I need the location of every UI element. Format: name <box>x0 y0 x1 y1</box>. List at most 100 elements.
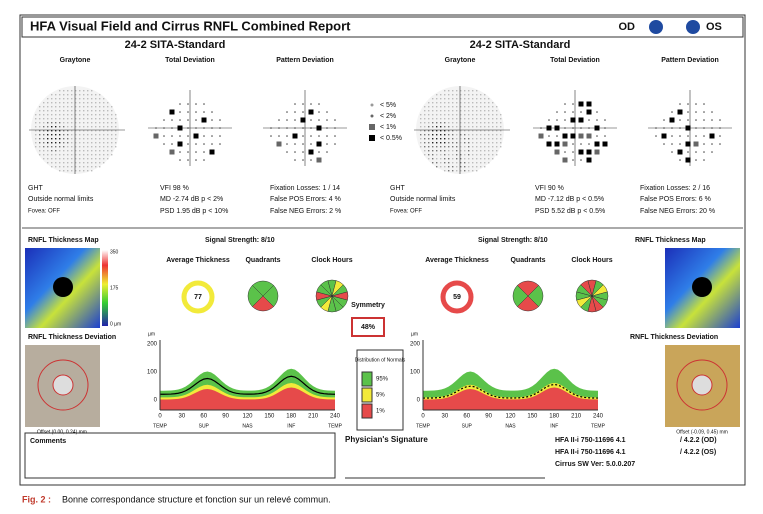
symbol <box>570 133 576 139</box>
graytone-cell <box>59 154 61 156</box>
graytone-cell <box>107 110 109 112</box>
graytone-cell <box>91 102 93 104</box>
symbol <box>203 103 205 105</box>
graytone-cell <box>484 98 486 100</box>
graytone-cell <box>79 158 81 160</box>
graytone-cell <box>432 118 434 120</box>
graytone-cell <box>444 166 446 168</box>
graytone-cell <box>480 150 482 152</box>
symbol <box>211 119 213 121</box>
symbol <box>548 135 550 137</box>
graytone-cell <box>496 146 498 148</box>
graytone-cell <box>91 126 93 128</box>
graytone-cell <box>436 98 438 100</box>
symbol <box>562 133 568 139</box>
symbol <box>310 135 312 137</box>
symbol <box>711 143 713 145</box>
graytone-cell <box>472 162 474 164</box>
symbol <box>211 127 213 129</box>
graytone-cell <box>432 122 434 124</box>
symbol <box>695 103 697 105</box>
graytone-cell <box>496 122 498 124</box>
graytone-cell <box>460 162 462 164</box>
graytone-cell <box>432 130 434 132</box>
graytone-cell <box>448 142 450 144</box>
graytone-cell <box>71 126 73 128</box>
graytone-cell <box>95 158 97 160</box>
graytone-cell <box>63 98 65 100</box>
graytone-cell <box>111 154 113 156</box>
graytone-cell <box>103 138 105 140</box>
graytone-cell <box>464 170 466 172</box>
graytone-cell <box>75 134 77 136</box>
graytone-cell <box>55 150 57 152</box>
symbol <box>203 135 205 137</box>
symbol <box>677 109 683 115</box>
graytone-cell <box>496 114 498 116</box>
graytone-cell <box>452 162 454 164</box>
label: 100 <box>410 370 421 376</box>
graytone-cell <box>480 138 482 140</box>
symbol <box>286 135 288 137</box>
graytone-cell <box>67 126 69 128</box>
label: 60 <box>463 414 470 420</box>
graytone-cell <box>51 134 53 136</box>
graytone-cell <box>468 98 470 100</box>
graytone-cell <box>47 110 49 112</box>
symbol <box>326 143 328 145</box>
graytone-cell <box>99 162 101 164</box>
graytone-cell <box>500 126 502 128</box>
graytone-cell <box>87 118 89 120</box>
symbol <box>703 151 705 153</box>
graytone-cell <box>35 114 37 116</box>
graytone-cell <box>440 138 442 140</box>
graytone-cell <box>79 166 81 168</box>
symbol <box>596 119 598 121</box>
symbol <box>687 111 689 113</box>
graytone-cell <box>468 134 470 136</box>
graytone-cell <box>432 162 434 164</box>
graytone-cell <box>472 142 474 144</box>
graytone-cell <box>83 138 85 140</box>
graytone-cell <box>500 146 502 148</box>
symbol <box>711 111 713 113</box>
symbol <box>703 127 705 129</box>
graytone-cell <box>51 102 53 104</box>
label: 120 <box>242 414 253 420</box>
symbol <box>564 111 566 113</box>
graytone-cell <box>472 110 474 112</box>
graytone-cell <box>63 158 65 160</box>
graytone-cell <box>476 114 478 116</box>
graytone-cell <box>488 98 490 100</box>
graytone-cell <box>448 94 450 96</box>
graytone-cell <box>460 90 462 92</box>
graytone-cell <box>492 158 494 160</box>
graytone-cell <box>111 150 113 152</box>
graytone-cell <box>87 146 89 148</box>
graytone-cell <box>75 90 77 92</box>
graytone-cell <box>428 126 430 128</box>
symbol <box>679 119 681 121</box>
symbol <box>278 127 280 129</box>
graytone-cell <box>47 142 49 144</box>
label: Outside normal limits <box>28 196 94 203</box>
symbol <box>187 111 189 113</box>
sector <box>320 280 333 297</box>
graytone-cell <box>480 158 482 160</box>
graytone-cell <box>488 150 490 152</box>
graytone-cell <box>420 126 422 128</box>
graytone-cell <box>55 154 57 156</box>
graytone-cell <box>436 110 438 112</box>
symbol <box>302 143 304 145</box>
graytone-cell <box>107 142 109 144</box>
graytone-cell <box>444 126 446 128</box>
graytone-cell <box>484 142 486 144</box>
graytone-cell <box>99 114 101 116</box>
graytone-cell <box>472 150 474 152</box>
os-dot <box>686 20 700 34</box>
symbol <box>580 159 582 161</box>
symbol <box>310 103 312 105</box>
graytone-cell <box>99 106 101 108</box>
graytone-cell <box>456 166 458 168</box>
graytone-cell <box>47 158 49 160</box>
